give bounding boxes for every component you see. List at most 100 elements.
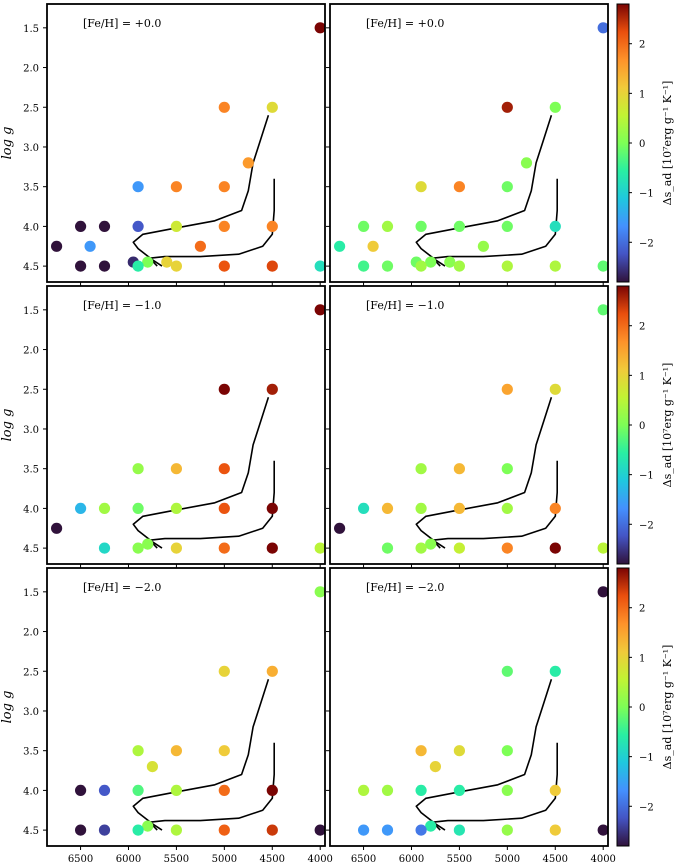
data-point	[132, 542, 144, 554]
data-point	[453, 745, 465, 757]
data-point	[415, 260, 427, 272]
data-point	[170, 463, 182, 475]
panel-6: [Fe/H] = −2.0 6500 6000 5500 5000 4500 4000	[326, 567, 616, 865]
data-point	[51, 240, 63, 252]
data-point	[218, 220, 230, 232]
axes-frame	[329, 3, 609, 283]
isochrone-track	[132, 396, 270, 549]
data-point	[444, 256, 456, 268]
axes-frame	[46, 285, 326, 565]
data-point	[415, 824, 427, 836]
data-point	[142, 256, 154, 268]
plot-area	[51, 22, 325, 272]
panel-label: [Fe/H] = +0.0	[366, 17, 444, 30]
y-axis-label: log g	[0, 691, 15, 724]
data-point	[75, 502, 87, 514]
data-point	[501, 383, 513, 395]
panel-5: [Fe/H] = −2.0 1.5 2.0 2.5 3.0 3.5 4.0 4.5 6500 60…	[0, 567, 333, 865]
isochrone-track	[431, 460, 558, 549]
data-point	[170, 220, 182, 232]
data-point	[142, 538, 154, 550]
data-point	[334, 240, 346, 252]
data-point	[266, 383, 278, 395]
colorbar-gradient	[616, 567, 630, 847]
data-point	[170, 784, 182, 797]
data-point	[453, 260, 465, 272]
data-point	[549, 502, 561, 514]
data-point	[161, 256, 173, 268]
data-point	[453, 463, 465, 475]
data-point	[170, 260, 182, 272]
data-point	[170, 181, 182, 193]
x-tick-label: 5000	[495, 854, 520, 865]
data-point	[367, 240, 379, 252]
data-point	[381, 542, 394, 554]
data-point	[549, 260, 561, 272]
data-point	[415, 784, 427, 797]
data-point	[501, 745, 513, 757]
isochrone-track	[415, 678, 553, 831]
panel-label: [Fe/H] = +0.0	[83, 17, 161, 30]
x-tick-label: 6000	[116, 854, 141, 865]
isochrone-track	[431, 742, 558, 831]
x-tick-label: 6000	[399, 854, 424, 865]
data-point	[146, 761, 158, 773]
data-point	[314, 22, 325, 34]
data-point	[501, 784, 513, 797]
colorbar-tick-label: 1	[639, 89, 645, 100]
data-point	[170, 824, 182, 836]
y-tick-label: 4.5	[23, 262, 39, 273]
y-tick-label: 2.5	[23, 385, 39, 396]
data-point	[132, 502, 144, 514]
data-point	[218, 824, 230, 836]
data-point	[549, 665, 561, 677]
data-point	[98, 260, 111, 272]
data-point	[218, 260, 230, 272]
data-point	[75, 260, 87, 272]
data-point	[501, 502, 513, 514]
data-point	[597, 586, 608, 598]
colorbar-tick-label: 1	[639, 653, 645, 664]
data-point	[170, 502, 182, 514]
data-point	[242, 157, 254, 169]
plot-area	[51, 304, 325, 554]
data-point	[266, 101, 278, 113]
panel-label: [Fe/H] = −1.0	[366, 299, 444, 312]
data-point	[415, 181, 427, 193]
axes-frame	[329, 285, 609, 565]
plot-area	[334, 304, 608, 554]
colorbar-tick-label: −1	[639, 471, 654, 482]
isochrone-track	[415, 396, 553, 549]
colorbar-2: 2 1 0 −1 −2 Δs_ad [10⁷erg g⁻¹ K⁻¹]	[616, 285, 674, 565]
isochrone-track	[431, 178, 558, 267]
data-point	[218, 745, 230, 757]
colorbar-tick-label: 0	[639, 139, 645, 150]
data-point	[266, 542, 278, 554]
y-tick-label: 2.5	[23, 667, 39, 678]
panel-label: [Fe/H] = −1.0	[83, 299, 161, 312]
y-tick-label: 4.0	[23, 786, 39, 797]
isochrone-track	[148, 460, 275, 549]
data-point	[98, 502, 111, 514]
data-point	[453, 824, 465, 836]
data-point	[453, 542, 465, 554]
data-point	[314, 542, 325, 554]
colorbar-tick-label: 2	[639, 604, 645, 615]
data-point	[501, 220, 513, 232]
data-point	[501, 824, 513, 836]
colorbar-gradient	[616, 285, 630, 565]
data-point	[597, 260, 608, 272]
data-point	[453, 784, 465, 797]
colorbar-gradient	[616, 3, 630, 283]
data-point	[314, 304, 325, 316]
data-point	[549, 383, 561, 395]
colorbar-tick-label: 2	[639, 40, 645, 51]
data-point	[425, 538, 437, 550]
data-point	[549, 101, 561, 113]
data-point	[334, 522, 346, 534]
data-point	[266, 784, 278, 797]
data-point	[597, 824, 608, 836]
data-point	[84, 240, 96, 252]
panel-label: [Fe/H] = −2.0	[366, 581, 444, 594]
data-point	[75, 784, 87, 797]
